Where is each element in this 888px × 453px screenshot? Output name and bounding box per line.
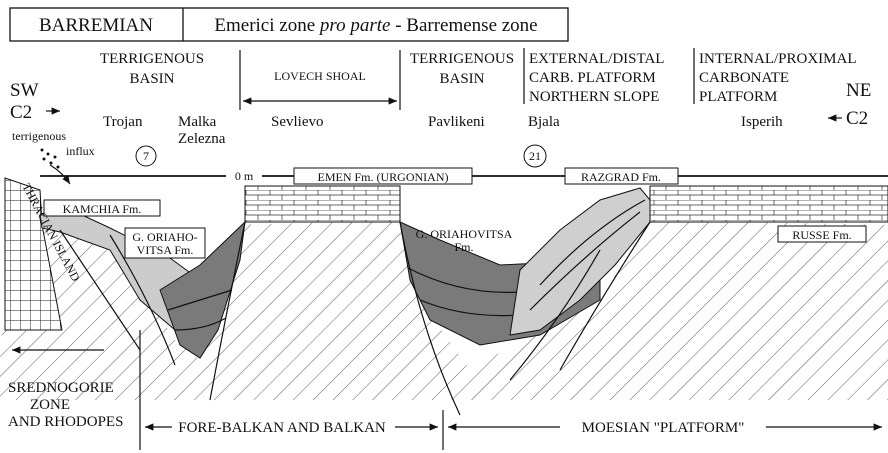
locality: Isperih — [741, 114, 783, 130]
domain: LOVECH SHOAL — [274, 69, 366, 83]
locality: Pavlikeni — [428, 114, 485, 130]
formation: G. ORIAHO-VITSA Fm. — [132, 230, 197, 257]
domain: EXTERNAL/DISTAL CARB. PLATFORM NORTHERN SL… — [529, 51, 664, 105]
zone: SREDNOGORIE ZONE AND RHODOPES — [8, 380, 123, 430]
locality: Malka Zelezna — [178, 114, 226, 147]
locality: Bjala — [528, 114, 560, 130]
formation: RAZGRAD Fm. — [581, 170, 661, 184]
influx: terrigenousinflux — [12, 129, 95, 158]
ends: SW C2 NE C2 — [10, 80, 871, 129]
zone: MOESIAN "PLATFORM" — [582, 420, 745, 436]
basin-west — [159, 220, 246, 359]
sw: SW C2 — [10, 80, 39, 123]
formation: G. ORIAHOVITSA Fm. — [416, 227, 513, 254]
faults — [59, 221, 651, 416]
ne: NE C2 — [846, 80, 871, 129]
emen-platform — [244, 185, 401, 223]
stage: BARREMIAN — [39, 15, 153, 36]
basement — [0, 220, 888, 400]
sea-level: 0 m — [235, 169, 254, 183]
zone: FORE-BALKAN AND BALKAN — [178, 420, 386, 436]
domain: INTERNAL/PROXIMAL CARBONATE PLATFORM — [699, 51, 857, 105]
site: 21 — [529, 149, 541, 163]
formation: EMEN Fm. (URGONIAN) — [318, 170, 449, 184]
localities: Trojan Malka Zelezna Sevlievo Pavlikeni B… — [103, 114, 783, 147]
header: BARREMIAN Emerici zone pro parte - Barre… — [9, 7, 569, 42]
domain: TERRIGENOUS BASIN — [100, 51, 204, 87]
domain: TERRIGENOUS BASIN — [410, 51, 514, 87]
site: 7 — [143, 149, 149, 163]
influx-dots — [40, 148, 60, 169]
zone: Emerici zone pro parte - Barremense zone — [214, 15, 537, 36]
thracian-island — [4, 177, 63, 331]
zones: SREDNOGORIE ZONE AND RHODOPES FORE-BALKAN … — [8, 330, 882, 450]
russe-platform — [649, 185, 888, 223]
locality: Trojan — [103, 114, 143, 130]
formation: RUSSE Fm. — [792, 228, 851, 242]
formation: KAMCHIA Fm. — [63, 202, 142, 216]
domains: TERRIGENOUS BASIN LOVECH SHOAL TERRIGENOU… — [100, 48, 857, 110]
locality: Sevlievo — [271, 114, 324, 130]
